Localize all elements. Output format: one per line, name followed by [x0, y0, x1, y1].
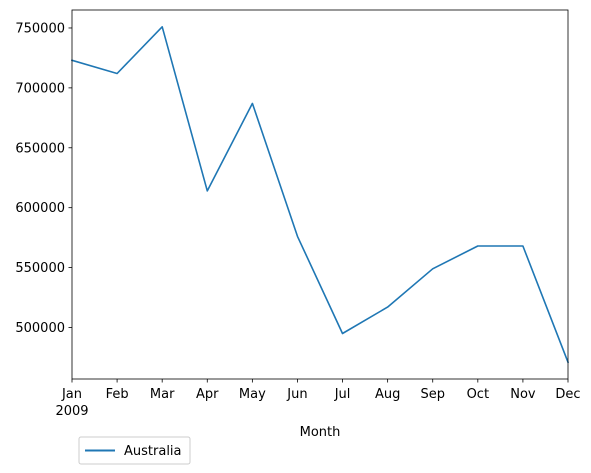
x-tick-label: Aug [375, 387, 400, 402]
y-tick-label: 700000 [15, 81, 65, 96]
y-axis: 500000 550000 600000 650000 700000 750000 [15, 21, 72, 336]
y-tick-label: 600000 [15, 201, 65, 216]
x-tick-label: Sep [420, 387, 445, 402]
legend-label-australia: Australia [124, 444, 182, 459]
x-tick-label: Nov [510, 387, 536, 402]
plot-frame [71, 9, 569, 380]
x-tick-label: Jul [334, 387, 351, 402]
y-tick-label: 500000 [15, 321, 65, 336]
x-axis-label: Month [300, 425, 341, 440]
y-tick-label: 750000 [15, 21, 65, 36]
plot-area [71, 9, 570, 380]
x-tick-label: Jun [286, 387, 307, 402]
y-tick-label: 550000 [15, 261, 65, 276]
x-axis: Jan Feb Mar Apr May Jun Jul Aug Sep Oct Nov Dec 2009 [55, 379, 581, 419]
x-tick-label: Apr [196, 387, 219, 402]
y-tick-label: 650000 [15, 141, 65, 156]
x-tick-label: Jan [61, 387, 82, 402]
x-tick-label: Mar [150, 387, 175, 402]
x-tick-label: Feb [106, 387, 129, 402]
x-tick-label: May [239, 387, 266, 402]
x-tick-label: Oct [467, 387, 489, 402]
legend: Australia [78, 436, 191, 465]
series-line-australia [71, 25, 570, 364]
legend-frame [78, 436, 191, 465]
x-tick-sublabel-year: 2009 [55, 404, 88, 419]
x-tick-label: Dec [555, 387, 580, 402]
